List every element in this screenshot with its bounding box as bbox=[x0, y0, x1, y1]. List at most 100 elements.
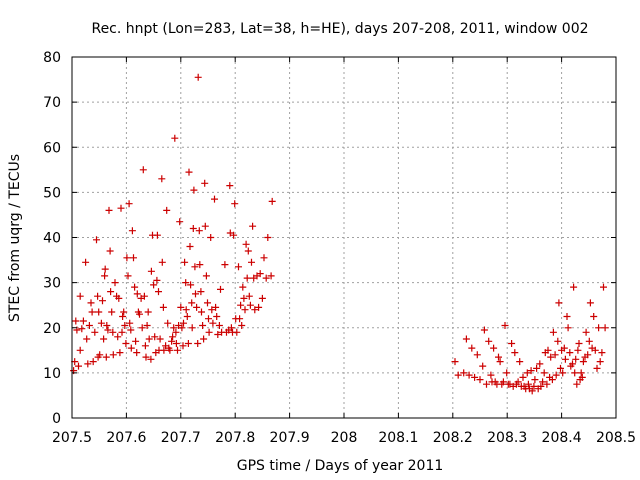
data-point bbox=[194, 340, 202, 347]
x-tick-label: 207.9 bbox=[270, 430, 310, 446]
data-point bbox=[480, 326, 488, 334]
data-point bbox=[172, 328, 180, 336]
data-point bbox=[575, 340, 583, 347]
data-point bbox=[105, 206, 113, 214]
y-tick-label: 30 bbox=[43, 276, 61, 292]
data-point bbox=[569, 360, 576, 368]
data-point bbox=[182, 279, 190, 287]
data-point bbox=[555, 299, 563, 307]
data-point bbox=[201, 179, 209, 187]
data-point bbox=[544, 346, 552, 354]
y-tick-label: 60 bbox=[43, 140, 61, 156]
data-point bbox=[585, 337, 593, 345]
data-point bbox=[124, 272, 132, 280]
y-tick-label: 70 bbox=[43, 95, 61, 111]
data-point bbox=[249, 222, 257, 230]
data-point bbox=[139, 166, 147, 174]
data-point bbox=[559, 369, 567, 377]
data-point bbox=[212, 303, 220, 311]
data-point bbox=[563, 313, 571, 320]
data-point bbox=[119, 313, 127, 320]
data-point bbox=[570, 283, 578, 291]
data-point bbox=[235, 263, 242, 271]
data-point bbox=[133, 349, 141, 357]
data-point bbox=[230, 231, 238, 239]
data-point bbox=[75, 362, 82, 370]
data-point bbox=[186, 243, 194, 250]
data-point bbox=[202, 272, 210, 280]
data-point bbox=[267, 272, 275, 280]
x-tick-labels: 207.5 207.6 207.7 207.8 207.9 208 208.1 208.2 20… bbox=[52, 430, 636, 446]
data-point bbox=[511, 349, 519, 357]
data-point bbox=[487, 371, 495, 379]
data-point bbox=[543, 380, 551, 388]
data-point bbox=[485, 337, 493, 345]
y-tick-label: 40 bbox=[43, 231, 61, 247]
data-point bbox=[217, 285, 224, 293]
data-point bbox=[182, 306, 190, 314]
data-point bbox=[557, 364, 564, 372]
data-point bbox=[195, 227, 203, 235]
data-point bbox=[143, 322, 151, 329]
data-point bbox=[120, 308, 128, 316]
data-point bbox=[584, 351, 592, 359]
grid-lines bbox=[72, 57, 616, 418]
data-point bbox=[531, 376, 539, 384]
data-point bbox=[174, 346, 181, 354]
data-point bbox=[227, 324, 235, 332]
x-tick-label: 208.5 bbox=[596, 430, 636, 446]
data-point bbox=[260, 254, 268, 262]
data-point bbox=[574, 346, 582, 354]
data-point bbox=[151, 333, 159, 341]
x-tick-label: 208.2 bbox=[433, 430, 473, 446]
data-point bbox=[122, 340, 130, 347]
data-point bbox=[100, 335, 108, 343]
data-point bbox=[595, 324, 603, 332]
data-point bbox=[483, 380, 490, 388]
data-point bbox=[198, 308, 205, 316]
data-point bbox=[147, 267, 155, 275]
data-point bbox=[468, 344, 476, 352]
data-point bbox=[136, 310, 143, 318]
data-point bbox=[153, 276, 161, 284]
data-point bbox=[255, 303, 263, 311]
data-point bbox=[209, 319, 217, 327]
data-point bbox=[72, 317, 80, 325]
data-point bbox=[176, 218, 184, 226]
data-point bbox=[87, 299, 95, 307]
data-point bbox=[560, 344, 568, 352]
data-point bbox=[519, 373, 527, 381]
data-point bbox=[205, 328, 213, 336]
data-point bbox=[106, 247, 114, 255]
data-point bbox=[178, 324, 186, 332]
data-point bbox=[147, 355, 155, 363]
data-point bbox=[601, 324, 609, 332]
data-point bbox=[166, 346, 174, 354]
data-point bbox=[179, 342, 187, 350]
data-point bbox=[460, 369, 468, 377]
data-point bbox=[238, 322, 246, 329]
x-tick-label: 207.6 bbox=[106, 430, 146, 446]
data-point bbox=[131, 283, 139, 291]
x-tick-label: 208.3 bbox=[487, 430, 527, 446]
data-point bbox=[524, 380, 532, 388]
data-point bbox=[172, 340, 180, 347]
data-point bbox=[97, 319, 105, 327]
data-point bbox=[200, 335, 208, 343]
data-point bbox=[88, 308, 96, 316]
data-point bbox=[547, 353, 555, 361]
data-point bbox=[552, 371, 560, 379]
data-point bbox=[142, 353, 150, 361]
data-point bbox=[155, 288, 162, 296]
data-point bbox=[188, 299, 196, 307]
data-point bbox=[496, 358, 504, 366]
data-point bbox=[181, 258, 189, 266]
data-point bbox=[596, 358, 604, 366]
x-tick-label: 208 bbox=[331, 430, 358, 446]
data-point bbox=[83, 335, 91, 343]
data-point bbox=[96, 351, 104, 359]
data-point bbox=[214, 331, 222, 338]
data-point bbox=[221, 261, 229, 269]
data-point bbox=[549, 328, 557, 336]
